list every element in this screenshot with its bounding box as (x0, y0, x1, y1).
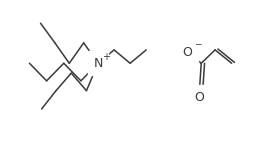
Text: O: O (194, 90, 204, 104)
Text: +: + (103, 52, 110, 62)
Text: −: − (194, 39, 202, 49)
Text: N: N (93, 57, 103, 70)
Text: O: O (182, 46, 192, 59)
